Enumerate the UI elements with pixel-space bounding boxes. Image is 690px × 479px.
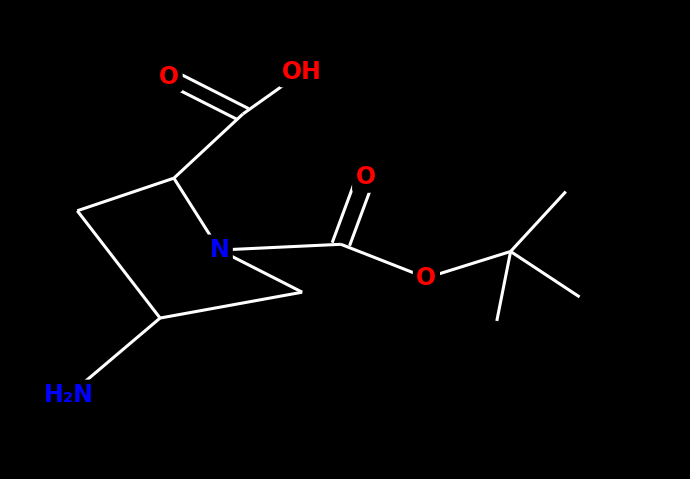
Text: OH: OH <box>282 60 322 84</box>
Text: O: O <box>416 266 437 290</box>
Text: O: O <box>159 65 179 89</box>
Text: O: O <box>355 165 376 189</box>
Text: N: N <box>210 238 229 262</box>
Text: H₂N: H₂N <box>44 383 94 407</box>
